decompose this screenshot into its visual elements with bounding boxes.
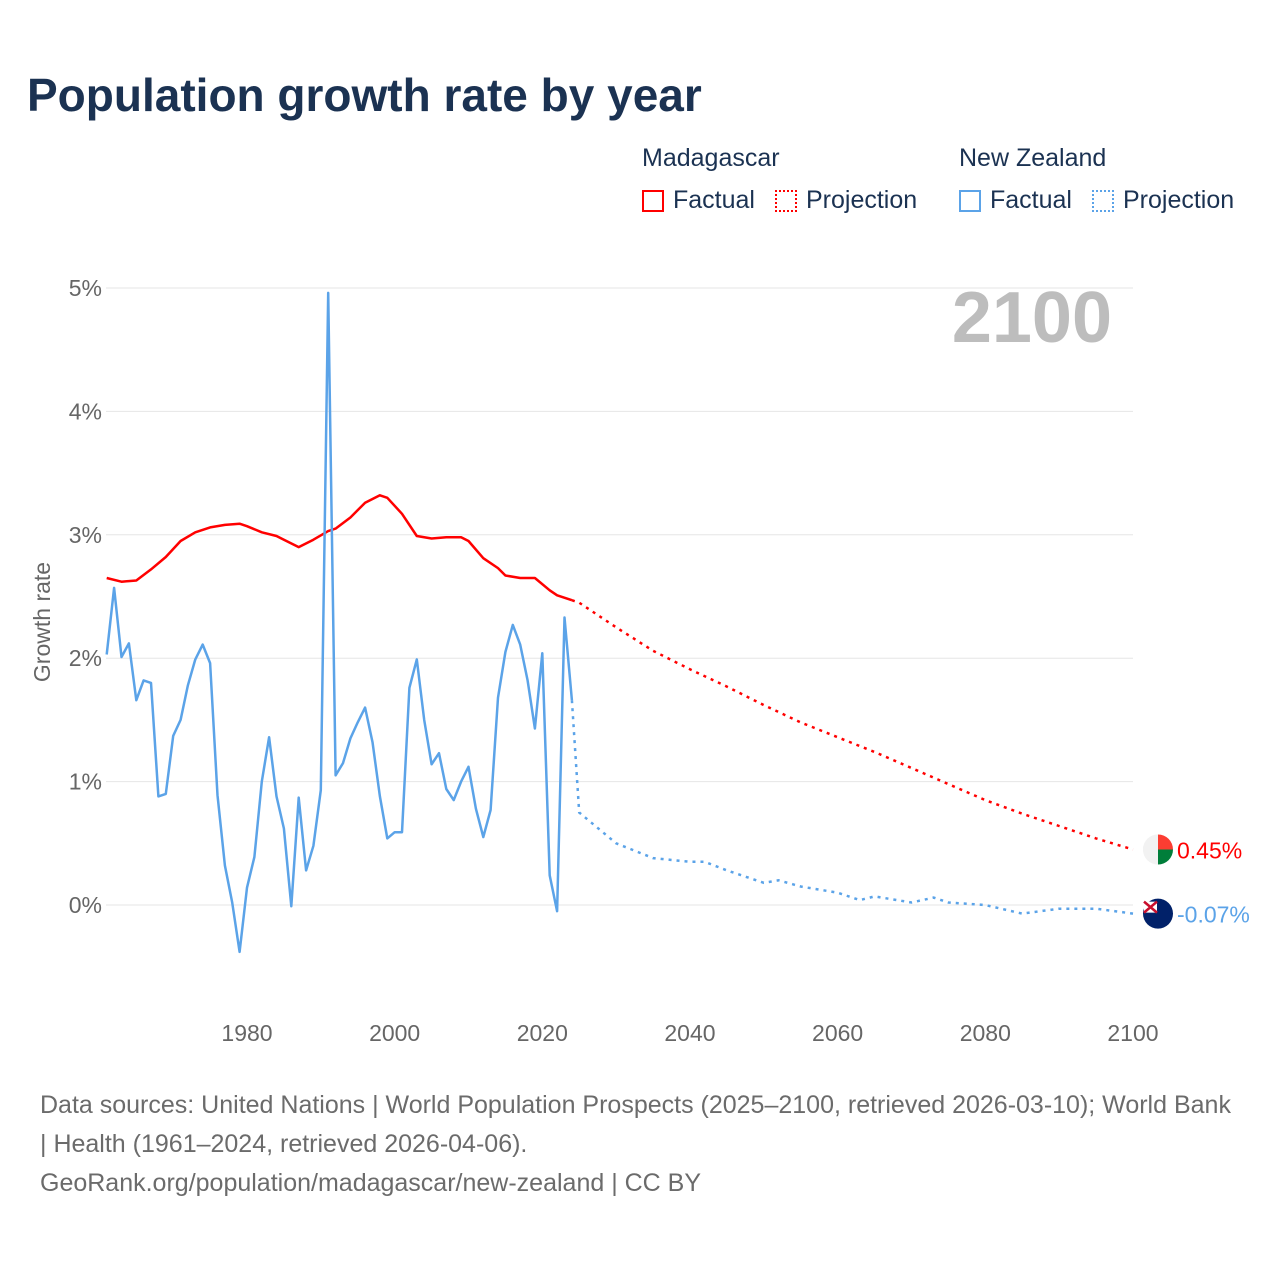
legend-madagascar-projection[interactable]: Projection — [775, 186, 917, 215]
x-tick-label: 2060 — [812, 1020, 863, 1046]
source-link[interactable]: GeoRank.org/population/madagascar/new-ze… — [40, 1169, 702, 1197]
new-zealand-projection-line — [570, 700, 1134, 915]
legend-nz-projection[interactable]: Projection — [1092, 186, 1234, 215]
madagascar-projection-line — [571, 599, 1134, 851]
madagascar-end-value: 0.45% — [1177, 837, 1242, 863]
data-sources: Data sources: United Nations | World Pop… — [40, 1091, 1231, 1158]
y-tick-label: 2% — [69, 645, 102, 671]
y-tick-label: 1% — [69, 769, 102, 795]
flag-red — [1158, 834, 1173, 850]
legend-swatch-solid — [642, 189, 664, 212]
legend-label: Factual — [990, 186, 1072, 214]
y-tick-label: 0% — [69, 892, 102, 918]
x-tick-label: 2040 — [664, 1020, 715, 1046]
x-tick-label: 2100 — [1107, 1020, 1158, 1046]
legend-swatch-dotted — [1092, 189, 1114, 212]
legend-nz-factual[interactable]: Factual — [959, 186, 1072, 215]
flag-cross — [1143, 900, 1158, 914]
y-axis-label: Growth rate — [29, 562, 55, 682]
legend-group-madagascar: Madagascar — [642, 144, 780, 172]
flag-green — [1158, 849, 1174, 865]
x-tick-label: 1980 — [221, 1020, 272, 1046]
madagascar-factual-line — [106, 494, 573, 602]
x-tick-label: 2000 — [369, 1020, 420, 1046]
legend-label: Factual — [673, 186, 755, 214]
chart-title: Population growth rate by year — [27, 69, 702, 121]
x-tick-label: 2080 — [960, 1020, 1011, 1046]
legend-group-new-zealand: New Zealand — [959, 144, 1107, 172]
legend-swatch-dotted — [775, 189, 797, 212]
legend-swatch-solid — [959, 189, 981, 212]
new-zealand-factual-line — [105, 291, 574, 954]
legend-madagascar-factual[interactable]: Factual — [642, 186, 755, 215]
new-zealand-end-value: -0.07% — [1177, 902, 1250, 928]
y-tick-label: 4% — [69, 398, 102, 424]
flag-white — [1143, 834, 1158, 865]
y-tick-label: 5% — [69, 275, 102, 301]
y-tick-label: 3% — [69, 522, 102, 548]
year-label: 2100 — [952, 278, 1112, 358]
x-tick-label: 2020 — [517, 1020, 568, 1046]
legend-label: Projection — [1123, 186, 1235, 214]
footer: Data sources: United Nations | World Pop… — [40, 1086, 1240, 1203]
legend-label: Projection — [806, 186, 918, 214]
